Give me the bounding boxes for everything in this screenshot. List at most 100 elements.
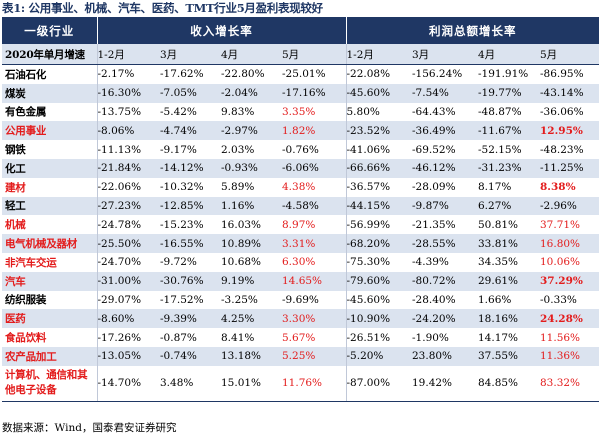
- revenue-growth-cell: -16.30%: [96, 83, 160, 103]
- profit-growth-cell: -79.60%: [345, 271, 412, 291]
- profit-growth-cell: 37.29%: [540, 271, 599, 291]
- revenue-growth-cell: -4.74%: [160, 121, 221, 141]
- industry-name: 轻工: [2, 196, 97, 216]
- revenue-growth-cell: -24.70%: [96, 252, 160, 272]
- profit-growth-cell: -11.25%: [540, 158, 599, 178]
- revenue-growth-cell: 13.18%: [221, 346, 282, 366]
- industry-name: 煤炭: [2, 83, 97, 103]
- table-body: 石油石化 -2.17% -17.62% -22.80% -25.01% -22.08% -1…: [2, 64, 599, 402]
- revenue-growth-cell: 3.30%: [282, 309, 346, 329]
- revenue-growth-cell: 6.30%: [282, 252, 346, 272]
- profit-growth-cell: 23.80%: [412, 346, 478, 366]
- profit-growth-cell: -11.67%: [478, 121, 540, 141]
- profit-growth-cell: -1.90%: [412, 328, 478, 347]
- revenue-growth-cell: -4.58%: [282, 196, 346, 216]
- profit-growth-cell: 24.28%: [540, 309, 599, 329]
- revenue-growth-cell: -21.84%: [96, 158, 160, 178]
- profit-growth-cell: 84.85%: [478, 365, 540, 402]
- revenue-growth-cell: -15.23%: [160, 215, 221, 235]
- profit-growth-cell: -22.08%: [345, 64, 412, 84]
- profit-growth-cell: 19.42%: [412, 365, 478, 402]
- profit-growth-cell: 8.17%: [478, 177, 540, 197]
- profit-growth-cell: -48.87%: [478, 102, 540, 122]
- industry-name: 建材: [2, 177, 97, 197]
- table-row: 有色金属 -13.75% -5.42% 9.83% 3.35% 5.80% -64.43% -…: [2, 102, 599, 122]
- revenue-group-header: 收入增长率: [96, 17, 346, 44]
- profit-growth-cell: -80.72%: [412, 271, 478, 291]
- profit-growth-cell: -68.20%: [345, 234, 412, 253]
- revenue-growth-cell: -8.06%: [96, 121, 160, 141]
- profit-growth-cell: -23.52%: [345, 121, 412, 141]
- profit-growth-cell: 16.80%: [540, 234, 599, 253]
- revenue-growth-cell: -25.50%: [96, 234, 160, 253]
- table-row: 非汽车交运 -24.70% -9.72% 10.68% 6.30% -75.30% -4.3…: [2, 252, 599, 272]
- table-row: 农产品加工 -13.05% -0.74% 13.18% 5.25% -5.20% 23.80…: [2, 346, 599, 366]
- profit-growth-cell: -46.12%: [412, 158, 478, 178]
- revenue-growth-cell: -25.01%: [282, 64, 346, 84]
- table-row: 计算机、通信和其他电子设备 -14.70% 3.48% 15.01% 11.76% -87…: [2, 365, 599, 402]
- revenue-growth-cell: 4.25%: [221, 309, 282, 329]
- industry-name: 农产品加工: [2, 346, 97, 366]
- revenue-growth-cell: -16.55%: [160, 234, 221, 253]
- profit-growth-cell: 8.38%: [540, 177, 599, 197]
- revenue-growth-cell: -8.60%: [96, 309, 160, 329]
- profit-growth-cell: -87.00%: [345, 365, 412, 402]
- revenue-growth-cell: -2.17%: [96, 64, 160, 84]
- profit-growth-cell: -4.39%: [412, 252, 478, 272]
- profit-growth-cell: 11.36%: [540, 346, 599, 366]
- table-row: 医药 -8.60% -9.39% 4.25% 3.30% -10.90% -24.20% 18…: [2, 309, 599, 329]
- revenue-growth-cell: -27.23%: [96, 196, 160, 216]
- revenue-growth-cell: 5.25%: [282, 346, 346, 366]
- revenue-growth-cell: -12.85%: [160, 196, 221, 216]
- industry-name: 纺织服装: [2, 290, 97, 310]
- profit-growth-cell: -66.66%: [345, 158, 412, 178]
- industry-name: 机械: [2, 215, 97, 235]
- revenue-growth-cell: -9.39%: [160, 309, 221, 329]
- revenue-growth-cell: -24.78%: [96, 215, 160, 235]
- profit-growth-cell: 83.32%: [540, 365, 599, 402]
- revenue-growth-cell: -10.32%: [160, 177, 221, 197]
- profit-growth-cell: -156.24%: [412, 64, 478, 84]
- profit-growth-cell: 37.55%: [478, 346, 540, 366]
- industry-name: 汽车: [2, 271, 97, 291]
- revenue-growth-cell: -13.05%: [96, 346, 160, 366]
- profit-growth-cell: 1.66%: [478, 290, 540, 310]
- profit-growth-cell: -7.54%: [412, 83, 478, 103]
- revenue-growth-cell: -9.69%: [282, 290, 346, 310]
- revenue-growth-cell: -0.93%: [221, 158, 282, 178]
- profit-growth-cell: -19.77%: [478, 83, 540, 103]
- revenue-growth-cell: 8.41%: [221, 328, 282, 347]
- profit-growth-cell: 37.71%: [540, 215, 599, 235]
- profit-growth-cell: -24.20%: [412, 309, 478, 329]
- table-row: 建材 -22.06% -10.32% 5.89% 4.38% -36.57% -28.09%…: [2, 177, 599, 197]
- revenue-growth-cell: 3.35%: [282, 102, 346, 122]
- profit-growth-cell: -0.33%: [540, 290, 599, 310]
- profit-growth-cell: -86.95%: [540, 64, 599, 84]
- revenue-growth-cell: 9.83%: [221, 102, 282, 122]
- table-row: 石油石化 -2.17% -17.62% -22.80% -25.01% -22.08% -1…: [2, 64, 599, 84]
- table-title: 表1: 公用事业、机械、汽车、医药、TMT行业5月盈利表现较好: [2, 1, 323, 15]
- revenue-growth-cell: 14.65%: [282, 271, 346, 291]
- profit-growth-cell: -75.30%: [345, 252, 412, 272]
- profit-growth-cell: -5.20%: [345, 346, 412, 366]
- industry-name: 公用事业: [2, 121, 97, 141]
- revenue-growth-cell: 3.48%: [160, 365, 221, 402]
- profit-growth-cell: 33.81%: [478, 234, 540, 253]
- table-row: 化工 -21.84% -14.12% -0.93% -6.06% -66.66% -46.1…: [2, 158, 599, 178]
- profit-growth-cell: 14.17%: [478, 328, 540, 347]
- profit-growth-cell: -31.23%: [478, 158, 540, 178]
- revenue-growth-cell: 5.67%: [282, 328, 346, 347]
- revenue-growth-cell: -17.52%: [160, 290, 221, 310]
- profit-growth-cell: 11.56%: [540, 328, 599, 347]
- profit-growth-cell: -56.99%: [345, 215, 412, 235]
- profit-growth-cell: -191.91%: [478, 64, 540, 84]
- revenue-growth-cell: -14.12%: [160, 158, 221, 178]
- industry-name: 有色金属: [2, 102, 97, 122]
- table-row: 食品饮料 -17.26% -0.87% 8.41% 5.67% -26.51% -1.90%…: [2, 328, 599, 347]
- profit-growth-cell: 10.06%: [540, 252, 599, 272]
- revenue-growth-cell: -13.75%: [96, 102, 160, 122]
- revenue-growth-cell: -29.07%: [96, 290, 160, 310]
- industry-name: 医药: [2, 309, 97, 329]
- profit-growth-cell: -41.06%: [345, 140, 412, 159]
- revenue-growth-cell: -22.80%: [221, 64, 282, 84]
